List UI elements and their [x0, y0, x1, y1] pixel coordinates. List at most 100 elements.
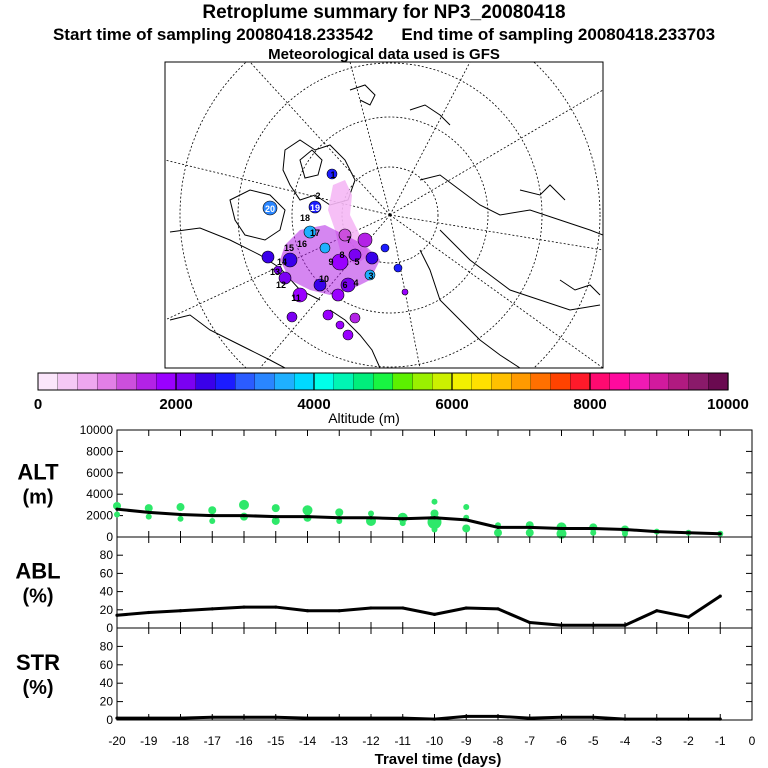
colorbar-label: Altitude (m) — [328, 410, 400, 426]
x-tick-label: -3 — [651, 734, 662, 748]
panel-label-abl: ABL — [15, 559, 60, 584]
map-label-5: 5 — [354, 257, 359, 267]
alt-scatter-point — [368, 510, 374, 517]
alt-scatter-point — [335, 508, 344, 517]
y-tick-label: 20 — [100, 695, 114, 709]
sampling-times: Start time of sampling 20080418.233542 En… — [0, 25, 768, 45]
series-line-abl — [116, 594, 722, 627]
series-point-str — [432, 717, 437, 721]
colorbar-tick-label: 6000 — [435, 396, 468, 413]
alt-scatter-point — [177, 515, 184, 522]
x-tick-label: -19 — [140, 734, 158, 748]
colorbar-ticks: 0 2000 4000 6000 8000 10000 — [34, 373, 749, 413]
series-point-str — [464, 714, 468, 718]
series-point-alt — [369, 516, 373, 520]
series-point-abl — [305, 609, 310, 613]
plume-footprint-purple — [280, 225, 380, 295]
series-point-alt — [496, 525, 500, 529]
map-label-14: 14 — [277, 257, 287, 267]
map-label-4: 4 — [353, 278, 358, 288]
series-point-str — [528, 716, 532, 720]
plot-title: Retroplume summary for NP3_20080418 — [202, 2, 566, 23]
y-tick-label: 0 — [106, 530, 113, 544]
alt-scatter-point — [114, 511, 120, 518]
x-tick-label: -18 — [172, 734, 190, 748]
series-line-alt — [116, 507, 721, 536]
map-label-12: 12 — [276, 280, 286, 290]
series-point-abl — [115, 613, 119, 617]
series-point-str — [242, 715, 246, 719]
alt-scatter-point — [176, 503, 185, 512]
x-tick-label: -9 — [461, 734, 472, 748]
panel-str: 0 20 40 60 80 STR(%) — [16, 627, 753, 727]
y-tick-label: 60 — [100, 566, 114, 580]
series-point-alt — [147, 510, 151, 514]
panel-frame — [116, 627, 753, 721]
panel-unit-str: (%) — [22, 677, 53, 699]
series-point-abl — [655, 609, 659, 613]
y-tick-label: 40 — [100, 585, 114, 599]
series-point-abl — [401, 606, 405, 610]
map-label-2: 2 — [315, 191, 320, 201]
panel-label-alt: ALT — [17, 460, 59, 485]
alt-scatter-point — [463, 504, 470, 511]
series-point-alt — [432, 516, 437, 520]
series-point-abl — [718, 594, 722, 598]
series-point-str — [115, 716, 119, 720]
alt-scatter-point — [494, 528, 502, 537]
y-tick-label: 2000 — [86, 509, 113, 523]
map-label-17: 17 — [310, 228, 320, 238]
map-label-6: 6 — [342, 280, 347, 290]
series-point-alt — [274, 515, 278, 519]
alt-scatter-point — [431, 498, 438, 505]
series-point-alt — [401, 517, 405, 521]
series-point-abl — [369, 606, 373, 610]
y-tick-label: 10000 — [80, 423, 114, 437]
x-tick-label: -7 — [524, 734, 535, 748]
alt-scatter-point — [462, 524, 471, 533]
x-tick-label: -8 — [493, 734, 504, 748]
series-point-str — [178, 716, 183, 720]
panel-alt: 0 2000 4000 6000 8000 10000 ALT(m) — [17, 423, 753, 544]
x-tick-label: -4 — [620, 734, 631, 748]
alt-scatter-point — [622, 530, 628, 537]
x-tick-label: -17 — [204, 734, 222, 748]
series-point-str — [305, 716, 310, 720]
x-tick-label: -12 — [362, 734, 380, 748]
series-point-alt — [559, 526, 564, 531]
series-point-str — [496, 714, 500, 718]
series-point-alt — [305, 515, 310, 519]
map-label-13: 13 — [270, 267, 280, 277]
series-point-alt — [623, 527, 627, 532]
series-point-str — [559, 715, 564, 719]
y-tick-label: 4000 — [86, 487, 113, 501]
map-frame — [164, 61, 604, 369]
alt-scatter-point — [208, 506, 217, 515]
panel-unit-abl: (%) — [22, 586, 53, 608]
x-tick-label: -15 — [267, 734, 285, 748]
x-tick-label: -20 — [108, 734, 126, 748]
series-point-str — [591, 715, 595, 719]
plume-blobs — [261, 168, 409, 341]
panel-abl: 0 20 40 60 80 ABL(%) — [15, 536, 753, 635]
y-tick-label: 80 — [100, 548, 114, 562]
series-point-alt — [337, 516, 341, 520]
map-label-11: 11 — [291, 293, 301, 303]
x-tick-label: -5 — [588, 734, 599, 748]
series-point-alt — [591, 526, 595, 531]
alt-scatter-point — [144, 504, 153, 513]
series-point-str — [274, 715, 278, 719]
x-tick-label: -11 — [395, 734, 412, 748]
series-point-str — [401, 716, 405, 720]
map-label-3: 3 — [368, 271, 373, 281]
series-point-abl — [686, 615, 691, 619]
colorbar-tick-label: 8000 — [573, 396, 606, 413]
colorbar-tick-label: 10000 — [707, 396, 749, 413]
y-tick-label: 80 — [100, 639, 114, 653]
alt-scatter-point — [271, 516, 280, 525]
colorbar-tick-label: 2000 — [159, 396, 192, 413]
alt-scatter-point — [525, 528, 534, 537]
